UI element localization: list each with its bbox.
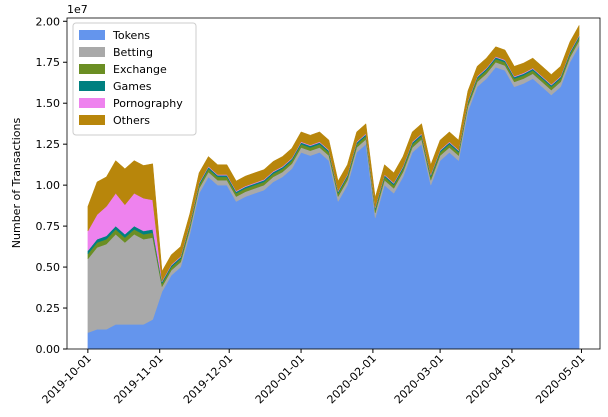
y-tick-label: 1.75 (36, 56, 61, 69)
x-tick-label: 2019-11-01 (111, 352, 165, 406)
y-tick-label: 1.00 (36, 179, 61, 192)
x-tick-label: 2020-01-01 (253, 352, 307, 406)
x-tick-label: 2020-03-01 (392, 352, 446, 406)
plot-frame (66, 17, 601, 350)
legend-swatch (79, 30, 105, 40)
y-offset-label: 1e7 (67, 3, 88, 16)
legend-label: Tokens (112, 29, 150, 42)
legend-swatch (79, 64, 105, 74)
y-tick-label: 0.00 (36, 343, 61, 356)
x-tick-label: 2020-04-01 (464, 352, 518, 406)
y-tick-label: 0.50 (36, 261, 61, 274)
legend-label: Pornography (113, 97, 183, 110)
legend-label: Betting (113, 46, 153, 59)
legend: Tokens Betting Exchange Games Pornography Oth… (72, 22, 197, 136)
legend-label: Others (113, 114, 150, 127)
y-tick-label: 1.50 (36, 97, 61, 110)
legend-swatch (79, 98, 105, 108)
legend-swatch (79, 47, 105, 57)
y-tick-label: 0.75 (36, 220, 61, 233)
area (87, 24, 580, 282)
x-tick-label: 2020-05-01 (533, 352, 587, 406)
y-tick-label: 1.25 (36, 138, 61, 151)
x-tick-label: 2019-12-01 (181, 352, 235, 406)
y-tick-label: 0.25 (36, 302, 61, 315)
legend-swatch (79, 81, 105, 91)
x-tick-label: 2020-02-01 (325, 352, 379, 406)
y-axis-label: Number of Transactions (10, 118, 23, 249)
legend-label: Games (113, 80, 152, 93)
y-tick-label: 2.00 (36, 15, 61, 28)
x-tick-label: 2019-10-01 (40, 352, 94, 406)
legend-label: Exchange (113, 63, 167, 76)
legend-swatch (79, 115, 105, 125)
